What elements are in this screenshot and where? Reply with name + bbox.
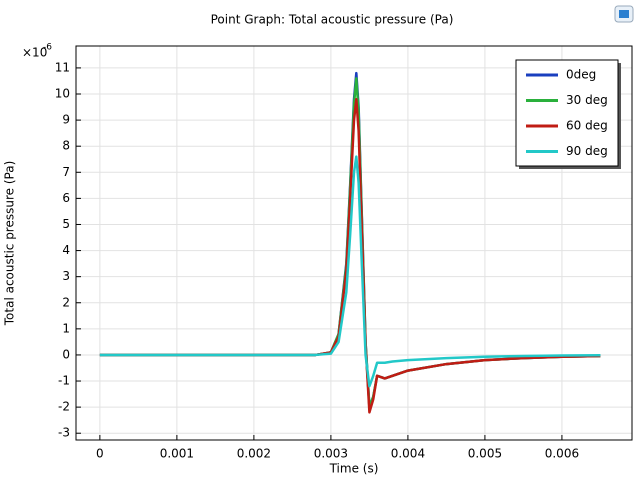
x-tick-label: 0.003 xyxy=(314,447,348,461)
legend-label: 30 deg xyxy=(566,93,608,107)
x-tick-label: 0 xyxy=(96,447,104,461)
y-tick-label: -3 xyxy=(58,426,70,440)
y-tick-label: 11 xyxy=(55,60,70,74)
legend-label: 90 deg xyxy=(566,144,608,158)
y-tick-label: 10 xyxy=(55,87,70,101)
x-tick-label: 0.001 xyxy=(160,447,194,461)
y-tick-label: 9 xyxy=(62,113,70,127)
y-tick-label: -1 xyxy=(58,374,70,388)
plot-frame xyxy=(75,45,633,441)
y-tick-label: 7 xyxy=(62,165,70,179)
icon-body[interactable] xyxy=(619,10,629,18)
y-tick-label: 6 xyxy=(62,191,70,205)
y-multiplier-base: ×10 xyxy=(22,46,47,60)
x-tick-label: 0.002 xyxy=(237,447,271,461)
y-tick-label: 5 xyxy=(62,217,70,231)
x-tick-label: 0.004 xyxy=(391,447,425,461)
export-icon[interactable] xyxy=(614,5,634,23)
y-tick-label: 4 xyxy=(62,243,70,257)
y-tick-label: 3 xyxy=(62,269,70,283)
x-axis-label: Time (s) xyxy=(329,462,379,476)
y-tick-label: 2 xyxy=(62,295,70,309)
legend-box xyxy=(515,59,619,167)
y-tick-label: 0 xyxy=(62,347,70,361)
y-tick-label: -2 xyxy=(58,400,70,414)
x-tick-label: 0.005 xyxy=(468,447,502,461)
chart-title: Point Graph: Total acoustic pressure (Pa… xyxy=(211,13,454,27)
y-tick-label: 8 xyxy=(62,139,70,153)
series-line xyxy=(99,155,601,388)
legend-label: 60 deg xyxy=(566,119,608,133)
y-tick-label: 1 xyxy=(62,321,70,335)
legend-label: 0deg xyxy=(566,68,596,82)
y-multiplier-exponent: -6 xyxy=(43,43,52,53)
y-axis-label: Total acoustic pressure (Pa) xyxy=(3,161,17,327)
x-tick-label: 0.006 xyxy=(545,447,579,461)
